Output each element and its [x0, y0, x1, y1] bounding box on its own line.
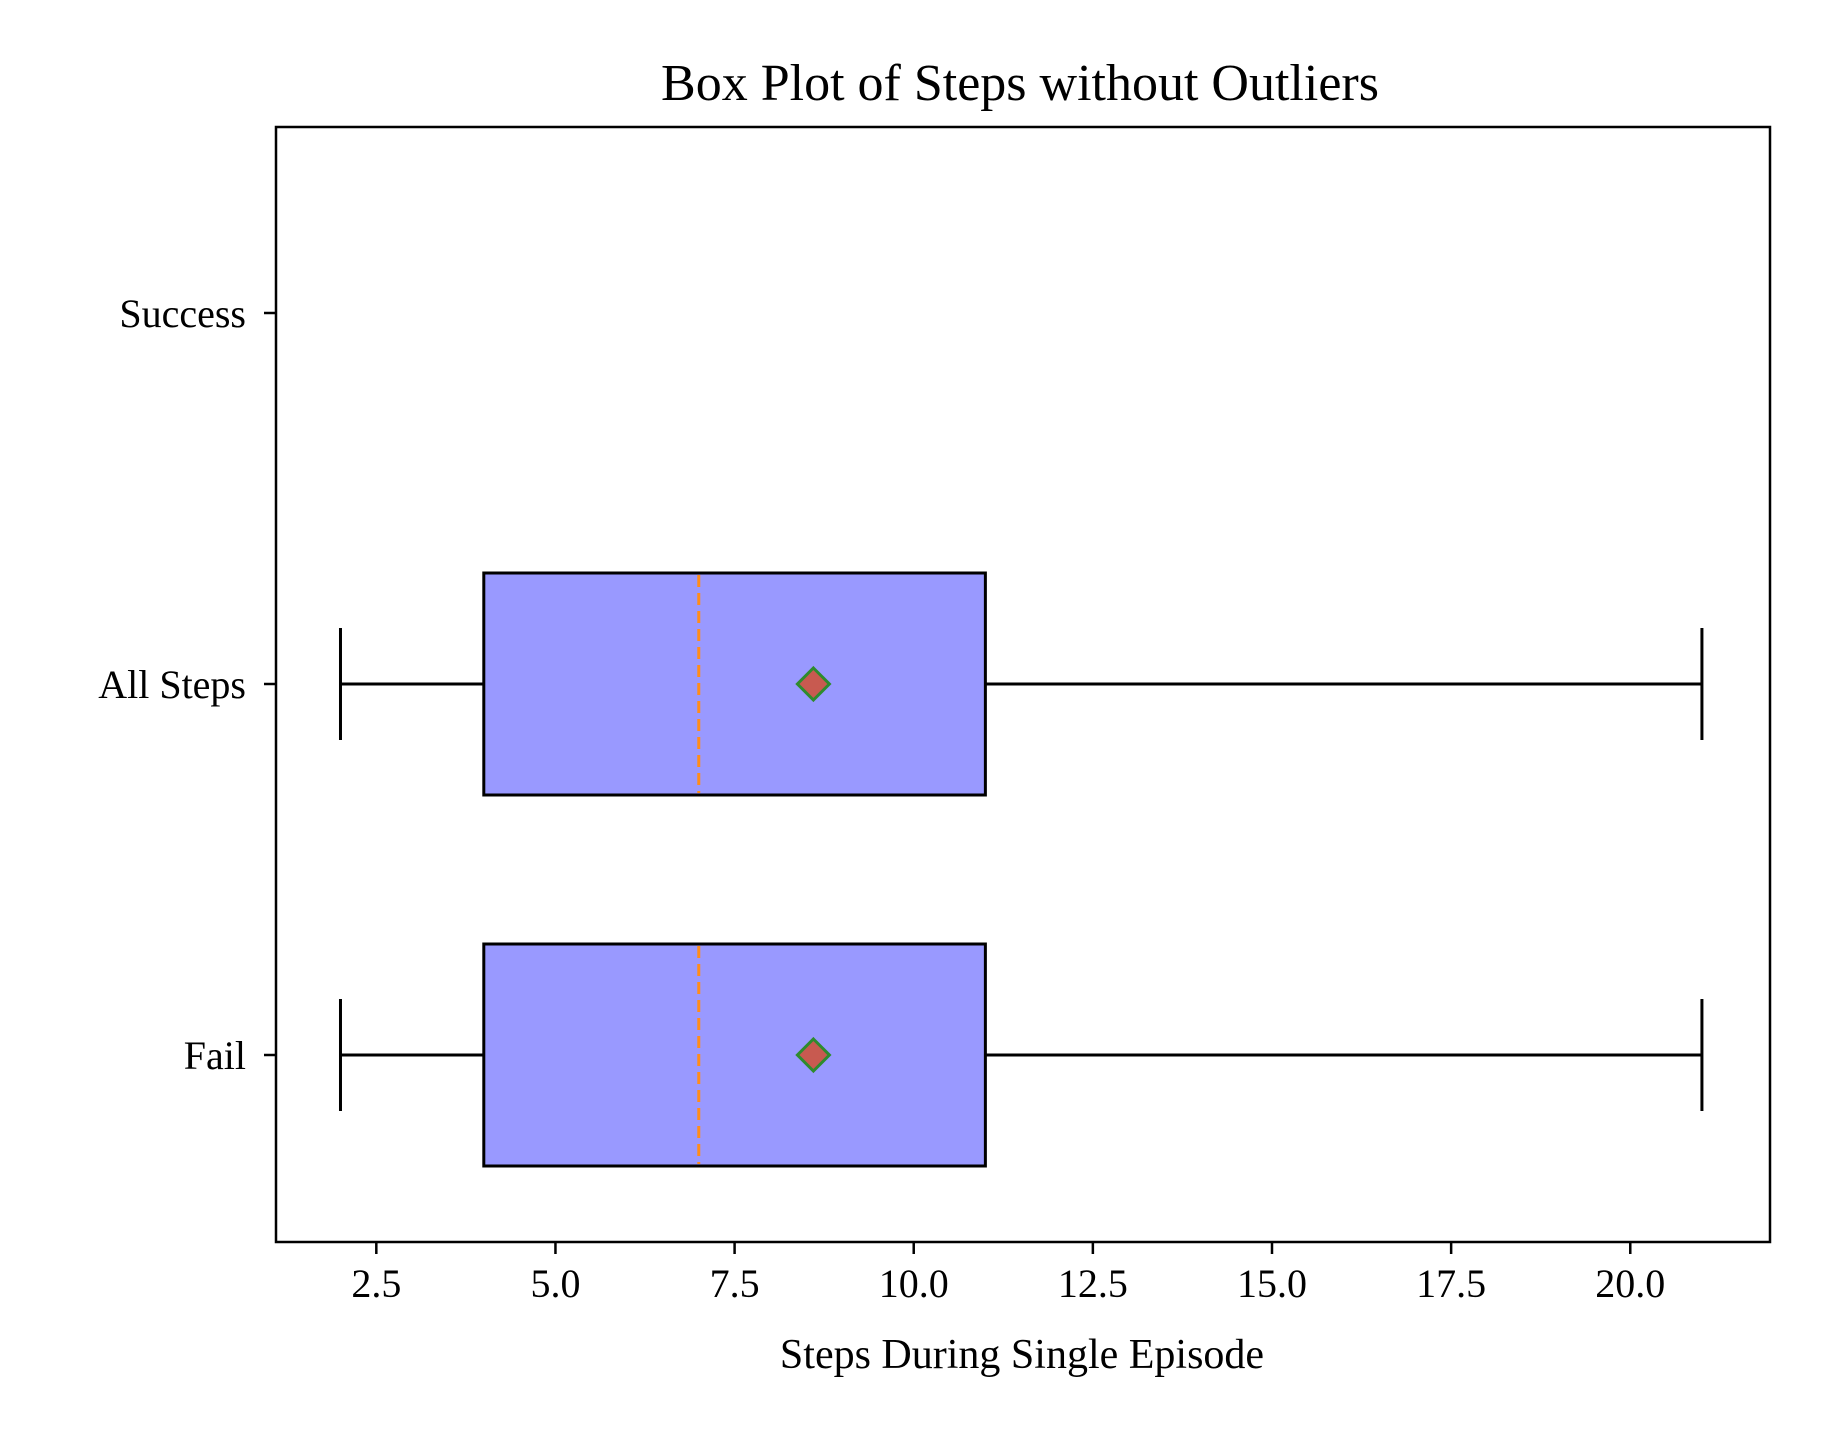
x-tick-label: 5.0 — [530, 1261, 580, 1306]
x-tick-label: 7.5 — [710, 1261, 760, 1306]
box-all-steps — [482, 571, 987, 797]
y-tick-label-all-steps: All Steps — [98, 662, 246, 707]
x-axis-label: Steps During Single Episode — [780, 1332, 1264, 1378]
x-tick-label: 10.0 — [879, 1261, 949, 1306]
x-tick-label: 12.5 — [1058, 1261, 1128, 1306]
x-tick-label: 15.0 — [1237, 1261, 1307, 1306]
plot-area — [338, 571, 1704, 1168]
y-tick-label-fail: Fail — [184, 1033, 246, 1078]
x-tick-label: 17.5 — [1416, 1261, 1486, 1306]
box-fail — [482, 942, 987, 1168]
mean-marker-all-steps — [795, 665, 832, 703]
tick-group: Success All Steps Fail 2.5 5.0 7.5 10.0 12.5 15.… — [98, 291, 1665, 1306]
box-group-all-steps — [338, 571, 1704, 797]
mean-marker-fail — [795, 1036, 832, 1074]
box-group-fail — [338, 942, 1704, 1168]
chart-title: Box Plot of Steps without Outliers — [661, 55, 1379, 112]
y-tick-label-success: Success — [119, 291, 246, 336]
x-tick-label: 2.5 — [351, 1261, 401, 1306]
x-tick-label: 20.0 — [1595, 1261, 1665, 1306]
